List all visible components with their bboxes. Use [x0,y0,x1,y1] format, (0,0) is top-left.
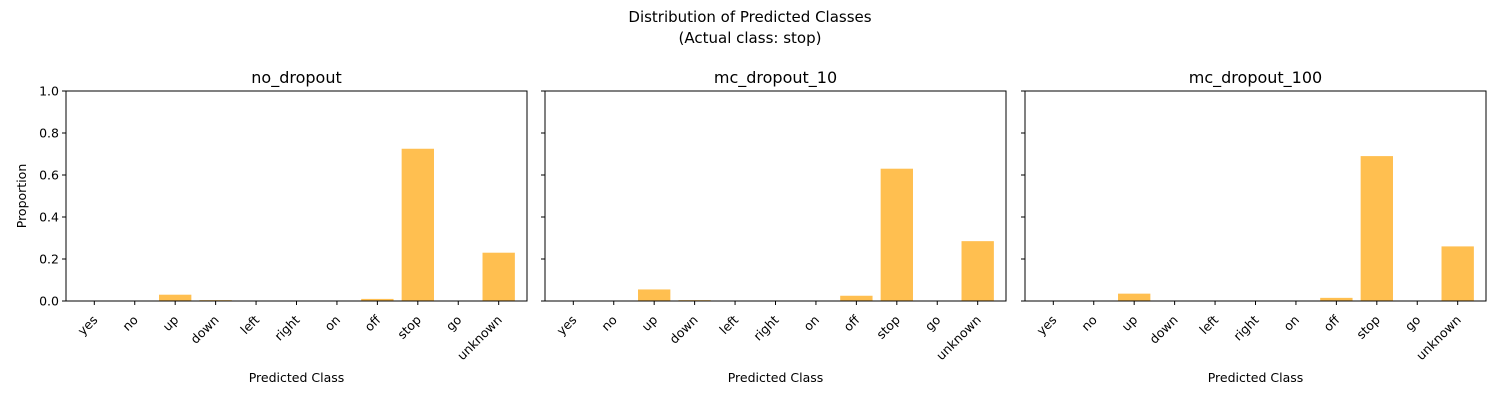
y-tick-label: 0.0 [39,294,59,309]
plot-frame [544,90,1007,302]
x-tick-label: right [750,312,781,343]
y-tick-label: 0.2 [39,252,59,267]
x-tick-label: right [271,312,302,343]
x-tick-label: down [1146,312,1180,346]
x-tick-label: unknown [1413,312,1464,363]
x-tick-label: stop [873,312,903,342]
bar-unknown [482,252,515,301]
x-tick-label: down [187,312,221,346]
x-tick-label: left [716,312,741,337]
x-tick-label: yes [1034,312,1060,338]
y-tick-label: 1.0 [39,84,59,99]
x-tick-label: left [237,312,262,337]
x-tick-label: unknown [454,312,505,363]
x-tick-label: right [1230,312,1261,343]
bar-stop [401,148,434,301]
x-axis-label: Predicted Class [1208,370,1304,385]
x-tick-label: no [598,312,620,334]
x-tick-label: off [361,312,383,334]
panel-title: mc_dropout_100 [1189,68,1322,88]
bar-up [159,294,192,301]
bar-off [840,295,873,301]
x-tick-label: yes [554,312,580,338]
x-tick-label: on [800,312,822,334]
figure-subtitle: (Actual class: stop) [679,29,822,47]
bar-off [1320,297,1353,301]
bar-off [361,298,394,301]
x-tick-label: go [1402,312,1424,334]
plot-frame [1024,90,1487,302]
x-tick-label: on [1280,312,1302,334]
x-tick-label: yes [75,312,101,338]
x-tick-label: no [1078,312,1100,334]
bar-up [1118,293,1151,301]
x-axis-label: Predicted Class [728,370,824,385]
chart-panel-1: no_dropout 0.0 0.2 0.4 0.6 0.8 1.0 yes no up down l… [14,68,528,385]
y-tick-label: 0.6 [39,168,59,183]
x-tick-label: stop [394,312,424,342]
bar-unknown [961,241,994,301]
bar-up [638,289,671,301]
figure-title: Distribution of Predicted Classes [628,8,871,26]
x-tick-label: unknown [933,312,984,363]
x-tick-label: off [840,312,862,334]
y-tick-label: 0.4 [39,210,59,225]
bar-stop [1360,156,1393,301]
x-tick-label: up [159,312,181,334]
panel-title: no_dropout [251,68,341,88]
x-tick-label: up [638,312,660,334]
panel-title: mc_dropout_10 [714,68,837,88]
x-tick-label: down [666,312,700,346]
y-tick-label: 0.8 [39,126,59,141]
x-tick-label: up [1118,312,1140,334]
bar-unknown [1441,246,1474,301]
bar-stop [880,168,913,301]
x-tick-label: stop [1353,312,1383,342]
x-tick-label: off [1320,312,1342,334]
x-tick-label: go [443,312,465,334]
plot-frame [65,90,528,302]
y-axis-label: Proportion [14,164,29,229]
x-tick-label: go [922,312,944,334]
x-tick-label: left [1196,312,1221,337]
x-tick-label: on [321,312,343,334]
x-tick-label: no [119,312,141,334]
x-axis-label: Predicted Class [249,370,345,385]
